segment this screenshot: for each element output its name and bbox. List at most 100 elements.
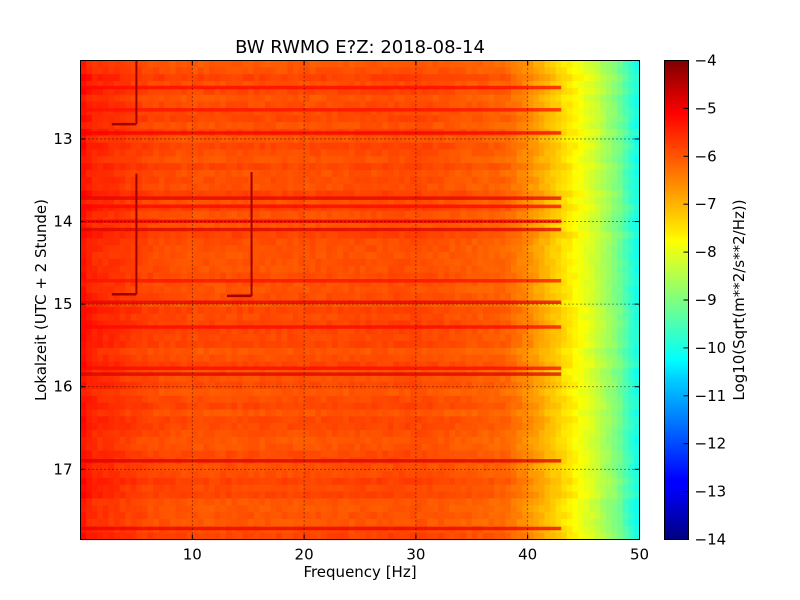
heatmap-cell — [438, 238, 445, 246]
heatmap-cell — [393, 60, 400, 68]
heatmap-cell — [460, 135, 467, 144]
heatmap-cell — [494, 347, 501, 356]
heatmap-cell — [566, 334, 574, 342]
heatmap-cell — [114, 87, 121, 96]
heatmap-cell — [460, 238, 467, 246]
heatmap-cell — [477, 142, 484, 151]
heatmap-cell — [550, 272, 557, 281]
heatmap-cell — [611, 279, 618, 287]
heatmap-cell — [494, 81, 501, 89]
heatmap-cell — [494, 286, 501, 294]
heatmap-cell — [544, 149, 551, 157]
heatmap-cell — [427, 60, 434, 68]
heatmap-cell — [538, 354, 546, 363]
heatmap-cell — [326, 341, 333, 349]
heatmap-cell — [633, 293, 641, 301]
heatmap-cell — [197, 115, 205, 123]
heatmap-cell — [158, 190, 165, 198]
heatmap-cell — [304, 313, 311, 322]
heatmap-cell — [281, 361, 288, 370]
heatmap-cell — [214, 67, 221, 75]
heatmap-cell — [427, 238, 434, 246]
heatmap-cell — [209, 375, 216, 383]
heatmap-cell — [326, 245, 333, 253]
heatmap-cell — [281, 341, 288, 349]
heatmap-cell — [555, 334, 562, 342]
heatmap-cell — [578, 101, 585, 109]
heatmap-cell — [628, 204, 635, 212]
heatmap-cell — [415, 81, 423, 89]
heatmap-cell — [566, 183, 574, 192]
heatmap-cell — [499, 94, 506, 103]
heatmap-cell — [175, 293, 182, 301]
heatmap-cell — [432, 252, 439, 260]
heatmap-cell — [494, 388, 501, 397]
heatmap-cell — [91, 279, 98, 287]
heatmap-cell — [477, 190, 484, 198]
heatmap-cell — [628, 183, 635, 192]
heatmap-cell — [209, 388, 216, 397]
heatmap-cell — [253, 286, 260, 294]
heatmap-cell — [175, 334, 182, 342]
heatmap-cell — [555, 258, 562, 267]
heatmap-cell — [533, 368, 540, 376]
heatmap-cell — [136, 327, 143, 335]
heatmap-cell — [102, 320, 110, 328]
heatmap-cell — [477, 272, 484, 281]
heatmap-cell — [421, 108, 428, 116]
heatmap-cell — [438, 169, 445, 178]
heatmap-cell — [354, 347, 361, 356]
heatmap-cell — [566, 320, 574, 328]
heatmap-cell — [147, 388, 154, 397]
heatmap-cell — [561, 231, 568, 240]
heatmap-cell — [393, 74, 400, 82]
heatmap-cell — [119, 286, 126, 294]
heatmap-cell — [527, 60, 534, 68]
heatmap-cell — [326, 368, 333, 376]
heatmap-cell — [287, 101, 294, 109]
heatmap-cell — [477, 74, 484, 82]
heatmap-cell — [628, 313, 635, 322]
heatmap-cell — [404, 149, 411, 157]
heatmap-cell — [175, 395, 182, 404]
heatmap-cell — [399, 347, 406, 356]
heatmap-cell — [292, 252, 300, 260]
heatmap-cell — [119, 94, 126, 103]
heatmap-cell — [315, 279, 322, 287]
heatmap-cell — [141, 347, 149, 356]
heatmap-cell — [153, 252, 160, 260]
heatmap-cell — [578, 128, 585, 137]
heatmap-cell — [253, 279, 260, 287]
heatmap-cell — [533, 94, 540, 103]
heatmap-cell — [125, 176, 132, 185]
heatmap-cell — [203, 81, 210, 89]
heatmap-cell — [360, 67, 367, 75]
heatmap-cell — [455, 238, 462, 246]
heatmap-cell — [332, 122, 339, 130]
heatmap-cell — [292, 81, 300, 89]
heatmap-cell — [566, 272, 574, 281]
heatmap-cell — [376, 122, 383, 130]
heatmap-cell — [186, 190, 193, 198]
heatmap-cell — [583, 122, 590, 130]
heatmap-cell — [611, 211, 618, 219]
heatmap-cell — [220, 183, 227, 192]
heatmap-cell — [281, 197, 288, 205]
heatmap-cell — [421, 122, 428, 130]
heatmap-cell — [499, 238, 506, 246]
heatmap-cell — [270, 87, 277, 96]
heatmap-cell — [192, 211, 199, 219]
heatmap-cell — [482, 149, 490, 157]
heatmap-cell — [203, 327, 210, 335]
heatmap-cell — [259, 293, 266, 301]
heatmap-cell — [510, 231, 518, 240]
heatmap-cell — [298, 327, 305, 335]
heatmap-cell — [555, 60, 562, 68]
heatmap-cell — [427, 74, 434, 82]
heatmap-cell — [186, 293, 193, 301]
heatmap-cell — [494, 245, 501, 253]
heatmap-cell — [617, 74, 624, 82]
heatmap-cell — [332, 231, 339, 240]
heatmap-cell — [527, 94, 534, 103]
heatmap-cell — [237, 163, 244, 171]
